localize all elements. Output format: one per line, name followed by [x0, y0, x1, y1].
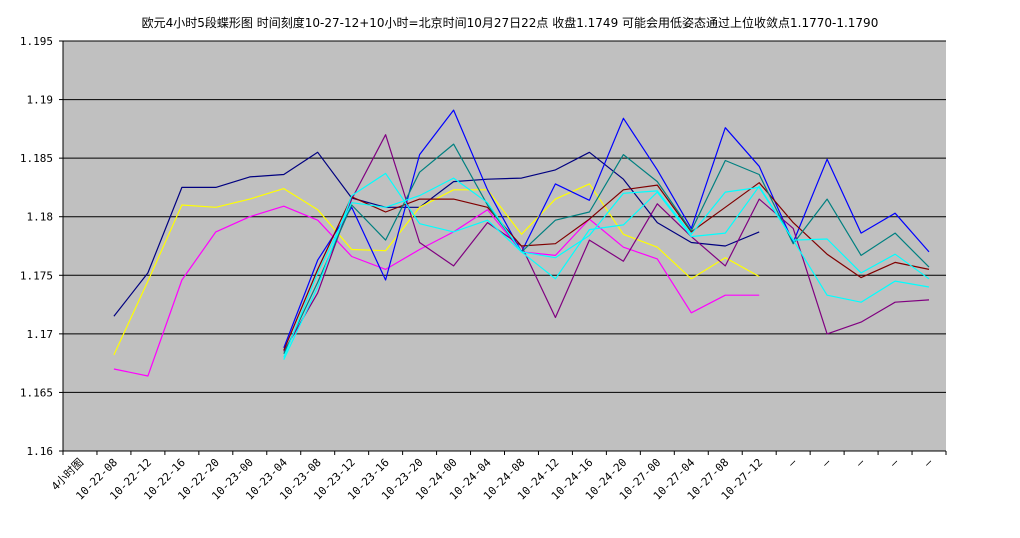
y-tick-label: 1.185 [20, 152, 53, 165]
x-tick-label: — [921, 456, 935, 470]
plot-area [63, 41, 946, 451]
series-line-8 [283, 172, 930, 360]
series-line-7 [283, 143, 930, 355]
series-line-1 [113, 151, 760, 317]
x-tick-labels: 4小时图10-22-0810-22-1210-22-1610-22-2010-2… [49, 456, 936, 503]
y-tick-label: 1.175 [20, 269, 53, 282]
y-tick-label: 1.18 [27, 211, 54, 224]
series-line-9 [283, 177, 930, 358]
x-tick-label: — [785, 456, 799, 470]
x-tick-label: — [887, 456, 901, 470]
series-group [113, 109, 930, 377]
y-tick-label: 1.165 [20, 386, 53, 399]
series-line-3 [113, 205, 760, 377]
series-line-4 [283, 109, 930, 349]
x-tick-label: — [853, 456, 867, 470]
x-tick-label: — [819, 456, 833, 470]
y-tick-label: 1.17 [27, 328, 54, 341]
series-line-6 [283, 182, 930, 351]
y-tick-label: 1.195 [20, 35, 53, 48]
y-tick-label: 1.16 [27, 445, 54, 458]
chart-title: 欧元4小时5段蝶形图 时间刻度10-27-12+10小时=北京时间10月27日2… [141, 16, 879, 30]
series-line-5 [283, 134, 930, 352]
y-tick-labels: 1.16 1.165 1.17 1.175 1.18 1.185 1.19 1.195 [20, 35, 53, 458]
y-tick-label: 1.19 [27, 94, 54, 107]
axes [62, 41, 947, 455]
